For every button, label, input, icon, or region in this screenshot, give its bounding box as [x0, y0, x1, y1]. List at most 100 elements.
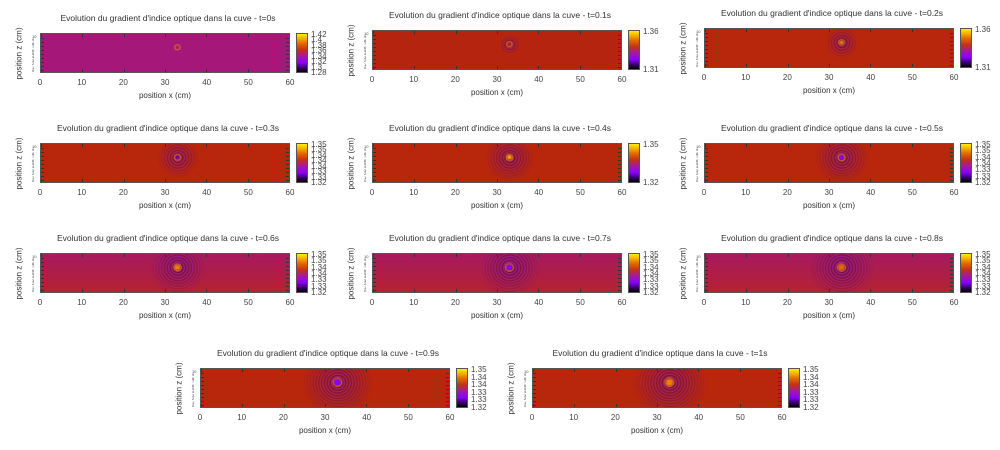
- axis-tick-mark: [41, 179, 42, 182]
- colorbar-tick-labels: 1.35 1.35 1.34 1.34 1.33 1.33 1.32: [643, 251, 667, 297]
- colorbar-tick-label: 1.32: [975, 178, 991, 187]
- axis-tick-mark: [247, 34, 249, 37]
- axis-tick-mark: [286, 278, 289, 279]
- axis-tick-mark: [829, 29, 830, 32]
- y-tick-label: 8: [696, 260, 699, 266]
- axis-tick-mark: [950, 274, 953, 275]
- heatmap-plot-area: [40, 143, 290, 183]
- y-tick-label: 1: [696, 284, 699, 290]
- colorbar-tick-label: 1.33: [975, 281, 991, 291]
- axis-tick-mark: [579, 254, 581, 257]
- axis-tick-mark: [705, 164, 708, 165]
- x-tick-label: 10: [741, 298, 751, 307]
- axis-tick-mark: [286, 270, 289, 271]
- axis-tick-mark: [286, 160, 289, 161]
- y-tick-label: 4: [192, 389, 195, 395]
- axis-tick-mark: [787, 179, 789, 182]
- axis-tick-mark: [123, 254, 125, 257]
- axis-tick-mark: [705, 172, 708, 173]
- axis-tick-mark: [165, 289, 166, 292]
- axis-tick-mark: [414, 179, 416, 182]
- colorbar-tick-label: 1.33: [311, 275, 327, 285]
- colorbar-tick-label: 1.31: [975, 63, 991, 72]
- axis-tick-mark: [621, 144, 622, 147]
- axis-tick-mark: [950, 160, 953, 161]
- axis-tick-mark: [449, 404, 450, 407]
- colorbar-tick-labels: 1.36 1.31: [975, 25, 999, 72]
- y-axis-label: position z (cm): [678, 137, 688, 190]
- y-tick-label: 9: [696, 147, 699, 153]
- axis-tick-mark: [165, 179, 166, 182]
- axis-tick-mark: [414, 31, 416, 34]
- axis-tick-mark: [247, 144, 249, 147]
- colorbar-tick-label: 1.35: [643, 256, 659, 266]
- axis-tick-mark: [414, 289, 416, 292]
- axis-tick-mark: [579, 289, 581, 292]
- axis-tick-mark: [286, 42, 289, 43]
- axis-tick-mark: [746, 29, 748, 32]
- axis-tick-mark: [574, 369, 576, 372]
- axis-tick-mark: [778, 377, 781, 378]
- y-tick-label: 4: [696, 164, 699, 170]
- x-tick-label: 10: [77, 298, 87, 307]
- axis-tick-mark: [286, 46, 289, 47]
- axis-tick-mark: [618, 262, 621, 263]
- axis-tick-mark: [533, 377, 536, 378]
- x-tick-label: 10: [237, 413, 247, 422]
- heatmap-panel: Evolution du gradient d'indice optique d…: [335, 115, 665, 225]
- heatmap-plot-area: [40, 33, 290, 73]
- x-tick-label: 60: [617, 298, 627, 307]
- axis-tick-mark: [533, 397, 536, 398]
- axis-tick-mark: [579, 66, 581, 69]
- x-tick-label: 0: [369, 188, 375, 197]
- axis-tick-mark: [911, 254, 913, 257]
- axis-tick-mark: [953, 179, 954, 182]
- colorbar-tick-label: 1.32: [975, 288, 991, 297]
- y-tick-label: 3: [696, 167, 699, 173]
- y-axis-label: position z (cm): [14, 137, 24, 190]
- x-tick-label: 60: [445, 413, 455, 422]
- axis-tick-mark: [950, 282, 953, 283]
- colorbar-tick-labels: 1.35 1.32: [643, 141, 667, 187]
- axis-tick-mark: [950, 176, 953, 177]
- axis-tick-mark: [201, 393, 204, 394]
- axis-tick-mark: [618, 176, 621, 177]
- axis-tick-mark: [778, 373, 781, 374]
- y-tick-label: 8: [192, 375, 195, 381]
- colorbar-tick-label: 1.36: [975, 25, 991, 34]
- axis-tick-mark: [953, 289, 954, 292]
- axis-tick-mark: [373, 35, 376, 36]
- axis-tick-mark: [286, 66, 289, 67]
- axis-tick-mark: [657, 404, 658, 407]
- axis-tick-mark: [373, 176, 376, 177]
- x-axis-label: position x (cm): [630, 426, 683, 435]
- axis-tick-mark: [373, 164, 376, 165]
- axis-tick-mark: [201, 385, 204, 386]
- y-tick-label: 5: [32, 271, 35, 276]
- y-tick-label: 4: [696, 274, 699, 280]
- heatmap-plot-area: [704, 143, 954, 183]
- heatmap-plot-area: [704, 253, 954, 293]
- axis-tick-mark: [953, 144, 954, 147]
- x-tick-label: 30: [492, 188, 502, 197]
- colorbar-tick-label: 1.35: [311, 256, 327, 266]
- heatmap-canvas: [41, 254, 289, 292]
- axis-tick-mark: [950, 49, 953, 50]
- x-tick-label: 50: [575, 298, 585, 307]
- heatmap-canvas: [705, 254, 953, 292]
- y-tick-label: 3: [696, 277, 699, 283]
- colorbar-tick-label: 1.33: [471, 387, 487, 397]
- y-tick-label: 9: [364, 34, 367, 40]
- y-tick-label: 6: [364, 267, 367, 273]
- colorbar-tick-label: 1.34: [311, 51, 327, 61]
- axis-tick-mark: [455, 144, 457, 147]
- axis-tick-mark: [497, 66, 498, 69]
- axis-tick-mark: [705, 258, 708, 259]
- axis-tick-mark: [705, 33, 708, 34]
- axis-tick-mark: [41, 282, 44, 283]
- colorbar-tick-label: 1.36: [311, 46, 327, 56]
- x-tick-label: 30: [160, 298, 170, 307]
- axis-tick-mark: [911, 179, 913, 182]
- axis-tick-mark: [615, 369, 617, 372]
- axis-tick-mark: [201, 381, 204, 382]
